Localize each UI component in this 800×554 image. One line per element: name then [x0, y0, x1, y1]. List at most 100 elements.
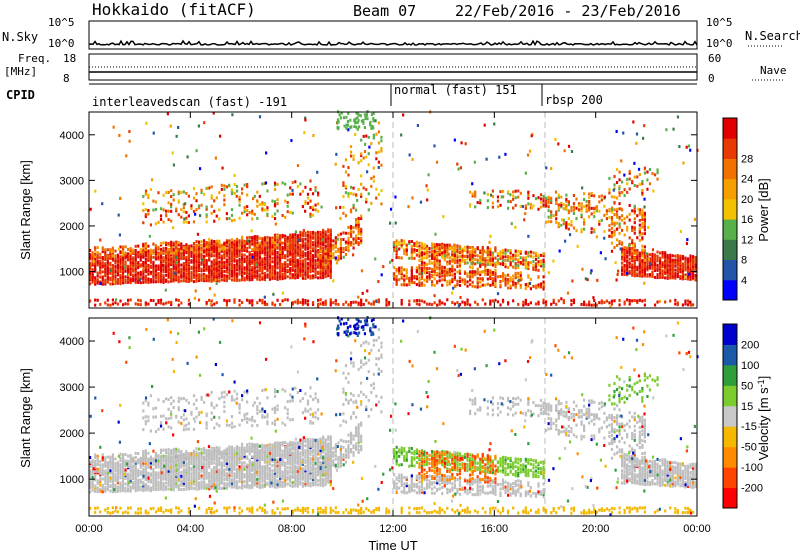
- power-cell: [186, 155, 189, 159]
- power-cell: [142, 264, 145, 268]
- power-cell: [276, 265, 279, 269]
- power-cell: [273, 234, 277, 238]
- velocity-cell: [154, 482, 158, 486]
- power-cell: [329, 276, 332, 280]
- power-cell: [469, 259, 472, 263]
- power-cell: [431, 244, 434, 248]
- power-cell: [342, 181, 345, 185]
- power-cell: [425, 271, 429, 275]
- power-cell: [248, 268, 251, 272]
- power-cell: [261, 251, 264, 255]
- power-cell: [684, 258, 687, 262]
- power-cell: [215, 279, 218, 283]
- power-cell: [116, 269, 120, 273]
- power-cell: [684, 262, 687, 266]
- power-cell: [195, 248, 198, 252]
- power-cell: [238, 243, 241, 247]
- power-cell: [681, 275, 684, 279]
- power-cell: [335, 261, 339, 265]
- power-cell: [420, 258, 424, 262]
- power-cell: [491, 260, 494, 264]
- power-cell: [213, 209, 216, 213]
- power-cell: [235, 264, 239, 268]
- power-cell: [223, 253, 226, 257]
- power-cell: [147, 251, 150, 255]
- power-cell: [357, 301, 360, 305]
- power-cell: [526, 153, 530, 157]
- power-cell: [532, 263, 535, 267]
- velocity-cell: [175, 465, 178, 469]
- power-cell: [238, 278, 241, 282]
- power-cell: [319, 232, 322, 236]
- velocity-cell: [109, 489, 112, 493]
- power-cell: [253, 237, 256, 241]
- power-cell: [296, 268, 299, 272]
- power-cell: [408, 276, 411, 280]
- power-cell: [268, 258, 272, 262]
- power-cell: [299, 252, 302, 256]
- velocity-cell: [170, 484, 173, 488]
- power-cell: [395, 252, 398, 256]
- power-cell: [342, 211, 345, 215]
- power-cell: [436, 259, 439, 263]
- velocity-cell: [162, 481, 165, 485]
- power-cell: [643, 226, 646, 230]
- power-cell: [89, 261, 92, 265]
- power-cell: [266, 263, 269, 267]
- power-cell: [281, 269, 284, 273]
- power-cell: [433, 249, 436, 253]
- power-cell: [286, 242, 289, 246]
- power-cell: [327, 251, 330, 255]
- power-cell: [119, 273, 122, 277]
- power-cell: [532, 255, 535, 259]
- power-cell: [180, 215, 183, 219]
- power-cell: [271, 245, 274, 249]
- power-cell: [626, 263, 629, 267]
- power-cell: [215, 268, 218, 272]
- power-cell: [485, 157, 488, 161]
- velocity-cell: [94, 478, 97, 482]
- power-cell: [225, 241, 228, 245]
- power-cell: [170, 249, 173, 253]
- power-cell: [550, 201, 553, 205]
- power-cell: [369, 120, 372, 124]
- power-cell: [479, 273, 482, 277]
- power-cell: [154, 268, 158, 272]
- power-cell: [565, 206, 568, 210]
- power-cell: [618, 298, 621, 302]
- power-cell: [104, 301, 107, 305]
- velocity-cell: [111, 478, 114, 482]
- power-cell: [524, 171, 527, 175]
- power-cell: [116, 302, 120, 306]
- cpid-segment-3: rbsp 200: [545, 93, 603, 107]
- power-cell: [309, 276, 312, 280]
- power-cell: [534, 257, 538, 261]
- power-cell: [332, 301, 335, 305]
- power-cell: [595, 205, 598, 209]
- power-cell: [334, 237, 337, 241]
- velocity-cell: [190, 468, 193, 472]
- power-cell: [524, 298, 527, 302]
- power-cell: [567, 217, 570, 221]
- power-cell: [213, 264, 216, 268]
- power-cell: [691, 266, 695, 270]
- power-cell: [636, 184, 639, 188]
- power-cell: [314, 259, 317, 263]
- power-cell: [101, 257, 104, 261]
- power-cell: [364, 115, 367, 119]
- power-cell: [89, 267, 92, 271]
- power-cell: [349, 232, 353, 236]
- power-cell: [641, 180, 644, 184]
- velocity-cell: [172, 473, 175, 477]
- velocity-cell: [152, 480, 155, 484]
- freq-tick-low: 8: [63, 72, 70, 85]
- velocity-cell: [109, 471, 112, 475]
- velocity-cell: [142, 489, 145, 493]
- power-cell: [641, 299, 644, 303]
- power-cell: [423, 252, 426, 256]
- power-cell: [448, 256, 451, 260]
- power-cell: [476, 276, 479, 280]
- power-cell: [360, 174, 363, 178]
- power-cell: [167, 269, 170, 273]
